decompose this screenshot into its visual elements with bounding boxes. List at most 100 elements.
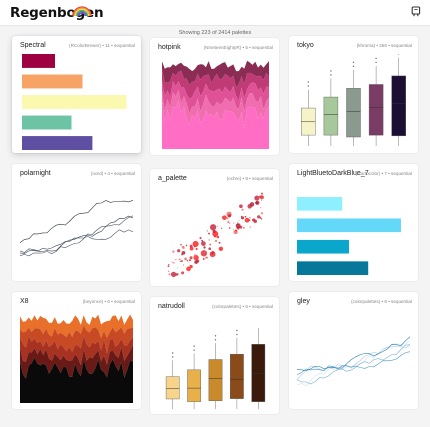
palette-bar	[297, 261, 369, 275]
scatter-point	[260, 192, 264, 195]
area-layer	[20, 335, 133, 366]
scatter-point	[186, 266, 191, 272]
scatter-point	[255, 200, 260, 205]
palette-name: tokyo	[297, 42, 314, 49]
scatter-point	[244, 217, 250, 223]
scatter-point	[189, 264, 193, 269]
scatter-point	[254, 195, 260, 201]
scatter-point	[248, 209, 250, 210]
palette-meta: (NineteenEightyR) • 5 • sequential	[203, 45, 273, 50]
palette-card[interactable]: X8 (beyonce) • 6 • sequential	[12, 292, 141, 409]
scatter-point	[194, 254, 197, 257]
palette-meta: (nord) • 4 • sequential	[90, 171, 135, 176]
palette-name: hotpink	[158, 44, 181, 51]
box-outlier	[193, 345, 195, 347]
box-body	[165, 376, 180, 400]
palette-bar	[297, 218, 401, 233]
scatter-point	[209, 224, 217, 231]
scatter-point	[202, 258, 205, 260]
palette-bar	[297, 197, 343, 211]
scatter-point	[183, 264, 185, 266]
scatter-point	[186, 260, 189, 262]
scatter-point	[258, 195, 262, 198]
series-line	[297, 340, 410, 386]
palette-card[interactable]: a_palette (ochre) • 8 • sequential	[150, 169, 279, 286]
scatter-point	[233, 222, 235, 224]
series-line	[20, 200, 133, 243]
scatter-point	[209, 243, 212, 246]
rainbow-arc	[78, 12, 86, 17]
box-body	[187, 369, 201, 402]
palette-meta: (colorpalettes) • 6 • sequential	[212, 304, 273, 309]
scatter-point	[228, 227, 231, 229]
palette-card[interactable]: tokyo (khroma) • 256 • sequential	[289, 36, 418, 153]
box-outlier	[375, 61, 377, 64]
scatter-point	[190, 245, 192, 247]
scatter-point	[221, 227, 223, 229]
scatter-point	[235, 229, 238, 232]
box-outlier	[352, 61, 355, 63]
palette-name: Spectral	[20, 42, 46, 49]
scatter-point	[259, 216, 262, 219]
scatter-point	[199, 236, 201, 238]
scatter-point	[257, 215, 261, 219]
area-layer	[162, 60, 269, 88]
top-bar: Regenbogen	[0, 0, 430, 26]
palette-bar	[22, 54, 55, 68]
palette-preview	[301, 54, 406, 146]
scatter-point	[227, 220, 230, 224]
area-layer	[20, 345, 133, 379]
scatter-point	[244, 212, 245, 214]
scatter-point	[222, 215, 227, 220]
scatter-point	[252, 218, 256, 222]
palette-name: natrudoll	[158, 303, 185, 310]
series-line	[297, 344, 410, 380]
scatter-point	[218, 246, 224, 251]
github-icon[interactable]	[411, 6, 421, 17]
scatter-point	[200, 250, 208, 257]
palette-card[interactable]: polarnight (nord) • 4 • sequential	[12, 164, 141, 281]
scatter-point	[171, 261, 173, 263]
palette-bar	[22, 136, 93, 150]
scatter-point	[214, 239, 218, 243]
palette-preview	[162, 60, 269, 149]
palette-name: LightBluetoDarkBlue_7	[297, 170, 369, 177]
box-outlier	[375, 57, 377, 60]
palette-name: polarnight	[20, 170, 51, 177]
scatter-point	[249, 226, 251, 228]
box-body	[251, 344, 266, 402]
scatter-point	[205, 256, 208, 258]
palette-card[interactable]: hotpink (NineteenEightyR) • 5 • sequentia…	[150, 38, 279, 155]
scatter-point	[168, 263, 170, 266]
palette-preview	[20, 200, 133, 257]
scatter-point	[235, 223, 241, 229]
scatter-point	[189, 246, 194, 251]
box-outlier	[330, 70, 332, 72]
palette-meta: (rcartocolor) • 7 • sequential	[355, 171, 412, 176]
box-body	[368, 84, 384, 136]
scatter-point	[181, 271, 185, 275]
scatter-point	[261, 199, 263, 201]
palette-preview	[167, 192, 264, 277]
scatter-point	[249, 216, 251, 219]
scatter-point	[181, 250, 186, 255]
palette-card[interactable]: Spectral (RColorBrewer) • 11 • sequential	[12, 36, 141, 153]
scatter-point	[192, 240, 199, 248]
palette-card[interactable]: natrudoll (colorpalettes) • 6 • sequentia…	[150, 297, 279, 414]
scatter-point	[227, 214, 232, 218]
scatter-point	[212, 230, 219, 237]
series-line	[20, 215, 133, 254]
scatter-point	[240, 216, 245, 220]
scatter-point	[201, 239, 204, 242]
scatter-point	[208, 247, 211, 250]
palette-card[interactable]: gley (colorpalettes) • 6 • sequential	[289, 292, 418, 409]
palette-card[interactable]: LightBluetoDarkBlue_7 (rcartocolor) • 7 •…	[289, 164, 418, 281]
palette-name: X8	[20, 298, 29, 305]
scatter-point	[172, 250, 175, 253]
scatter-point	[239, 204, 243, 209]
scatter-point	[184, 257, 188, 261]
area-layer	[20, 357, 133, 403]
area-layer	[162, 80, 269, 114]
palette-bar	[297, 239, 349, 254]
scatter-point	[193, 245, 196, 248]
